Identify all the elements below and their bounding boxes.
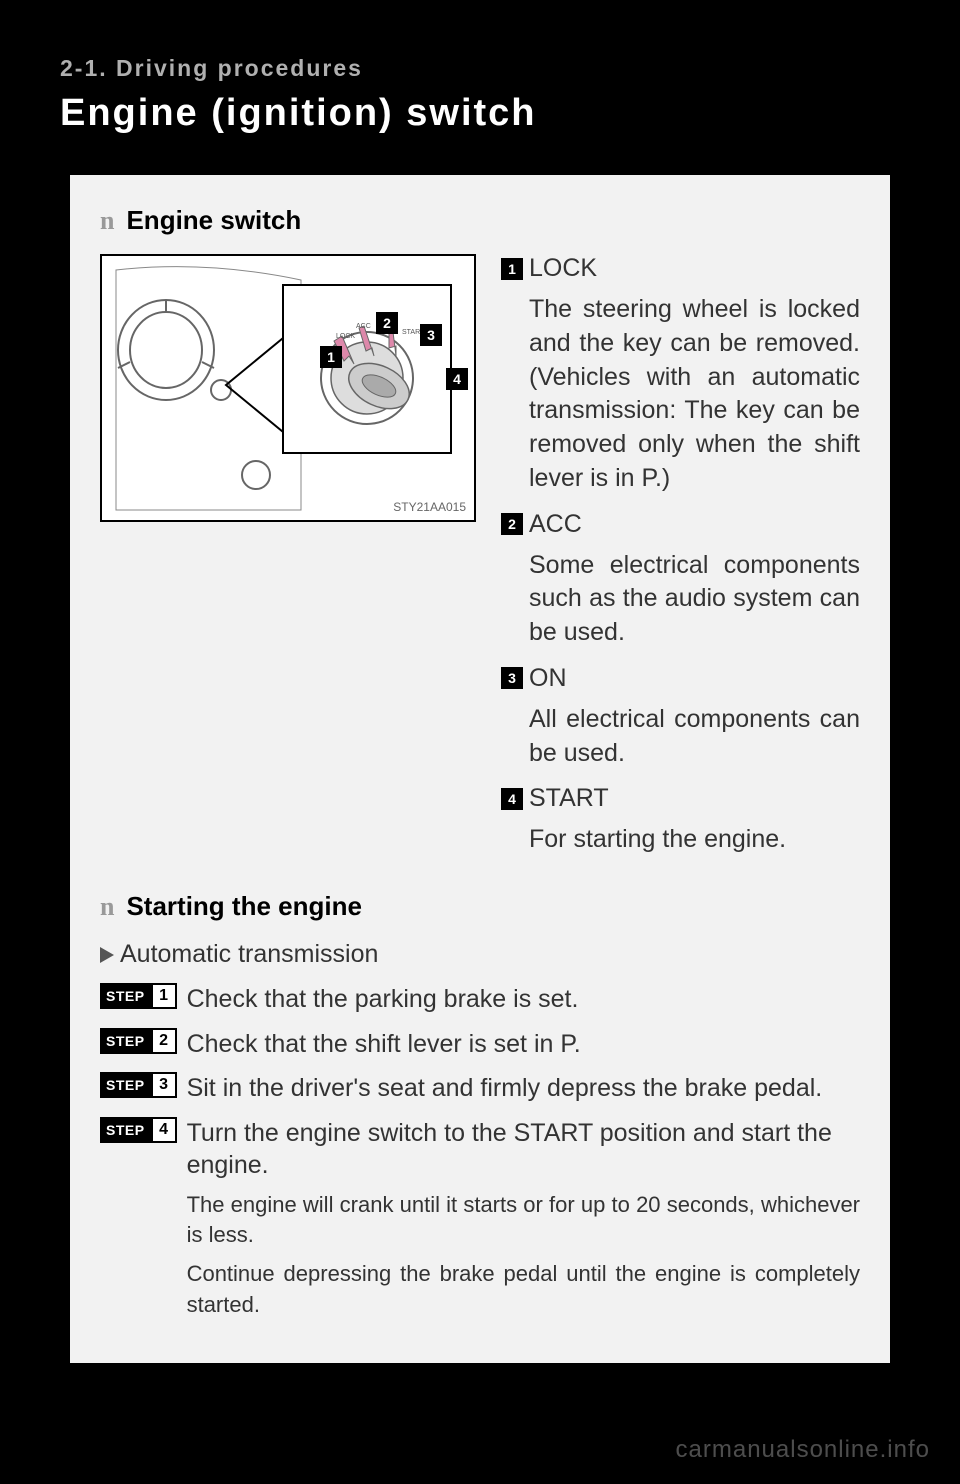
step-number: 3 <box>153 1074 175 1096</box>
position-header: 1 LOCK <box>501 254 860 283</box>
ignition-key-icon: LOCK ACC ON START <box>284 286 450 452</box>
position-item: 4 START For starting the engine. <box>501 784 860 857</box>
diagram-marker: 4 <box>446 368 468 390</box>
starting-engine-section: n Starting the engine Automatic transmis… <box>100 891 860 1321</box>
diagram-marker: 1 <box>320 346 342 368</box>
content-box: n Engine switch <box>70 175 890 1363</box>
number-marker: 4 <box>501 788 523 810</box>
step-note: Continue depressing the brake pedal unti… <box>187 1259 860 1321</box>
number-marker: 2 <box>501 513 523 535</box>
step-badge: STEP2 <box>100 1028 177 1054</box>
svg-text:ACC: ACC <box>356 323 371 330</box>
section-heading-engine-switch: n Engine switch <box>100 205 860 236</box>
step-row: STEP4 Turn the engine switch to the START… <box>100 1117 860 1321</box>
step-content: Check that the shift lever is set in P. <box>187 1028 860 1061</box>
step-label: STEP <box>100 988 151 1004</box>
step-number: 4 <box>153 1119 175 1141</box>
two-column-layout: LOCK ACC ON START STY21AA015 1234 1LOCKT… <box>100 254 860 871</box>
step-badge: STEP3 <box>100 1072 177 1098</box>
position-label: LOCK <box>529 254 597 283</box>
diagram-marker: 2 <box>376 312 398 334</box>
diagram-column: LOCK ACC ON START STY21AA015 1 234 <box>100 254 476 871</box>
position-label: ACC <box>529 510 582 539</box>
svg-text:LOCK: LOCK <box>336 333 355 340</box>
step-label: STEP <box>100 1077 151 1093</box>
page-title: Engine (ignition) switch <box>60 92 900 135</box>
step-label: STEP <box>100 1122 151 1138</box>
section-heading-starting: n Starting the engine <box>100 891 860 922</box>
arrow-right-icon <box>100 947 114 963</box>
step-content: Sit in the driver's seat and firmly depr… <box>187 1072 860 1105</box>
steps-list: STEP1Check that the parking brake is set… <box>100 983 860 1321</box>
step-note: The engine will crank until it starts or… <box>187 1190 860 1252</box>
step-content: Check that the parking brake is set. <box>187 983 860 1016</box>
ignition-diagram: LOCK ACC ON START STY21AA015 1 234 <box>100 254 476 522</box>
diagram-marker: 3 <box>420 324 442 346</box>
step-badge: STEP1 <box>100 983 177 1009</box>
step-label: STEP <box>100 1033 151 1049</box>
position-description: The steering wheel is locked and the key… <box>501 293 860 496</box>
section-title: Starting the engine <box>126 891 361 922</box>
position-description: Some electrical components such as the a… <box>501 549 860 650</box>
section-bullet-icon: n <box>100 892 114 922</box>
section-title: Engine switch <box>126 205 301 236</box>
number-marker: 1 <box>501 258 523 280</box>
position-description: All electrical components can be used. <box>501 703 860 771</box>
dashboard-sketch-icon <box>106 260 306 518</box>
position-item: 2 ACC Some electrical components such as t… <box>501 510 860 650</box>
position-description: For starting the engine. <box>501 823 860 857</box>
transmission-sub-heading: Automatic transmission <box>100 940 860 969</box>
diagram-code: STY21AA015 <box>393 500 466 514</box>
position-label: START <box>529 784 609 813</box>
ignition-callout: LOCK ACC ON START <box>282 284 452 454</box>
transmission-label: Automatic transmission <box>120 940 378 969</box>
step-row: STEP3 Sit in the driver's seat and firmly… <box>100 1072 860 1105</box>
section-bullet-icon: n <box>100 206 114 236</box>
step-number: 1 <box>153 985 175 1007</box>
position-label: ON <box>529 664 567 693</box>
position-header: 4 START <box>501 784 860 813</box>
watermark: carmanualsonline.info <box>676 1436 930 1464</box>
position-item: 3 ON All electrical components can be used… <box>501 664 860 771</box>
step-row: STEP1 Check that the parking brake is set… <box>100 983 860 1016</box>
positions-column: 1 LOCK The steering wheel is locked and th… <box>501 254 860 871</box>
position-header: 2 ACC <box>501 510 860 539</box>
number-marker: 3 <box>501 667 523 689</box>
page-header: 2-1. Driving procedures Engine (ignition… <box>0 0 960 155</box>
step-badge: STEP4 <box>100 1117 177 1143</box>
step-number: 2 <box>153 1030 175 1052</box>
step-row: STEP2 Check that the shift lever is set i… <box>100 1028 860 1061</box>
step-content: Turn the engine switch to the START posi… <box>187 1117 860 1321</box>
position-item: 1 LOCK The steering wheel is locked and th… <box>501 254 860 496</box>
chapter-label: 2-1. Driving procedures <box>60 55 900 82</box>
position-header: 3 ON <box>501 664 860 693</box>
